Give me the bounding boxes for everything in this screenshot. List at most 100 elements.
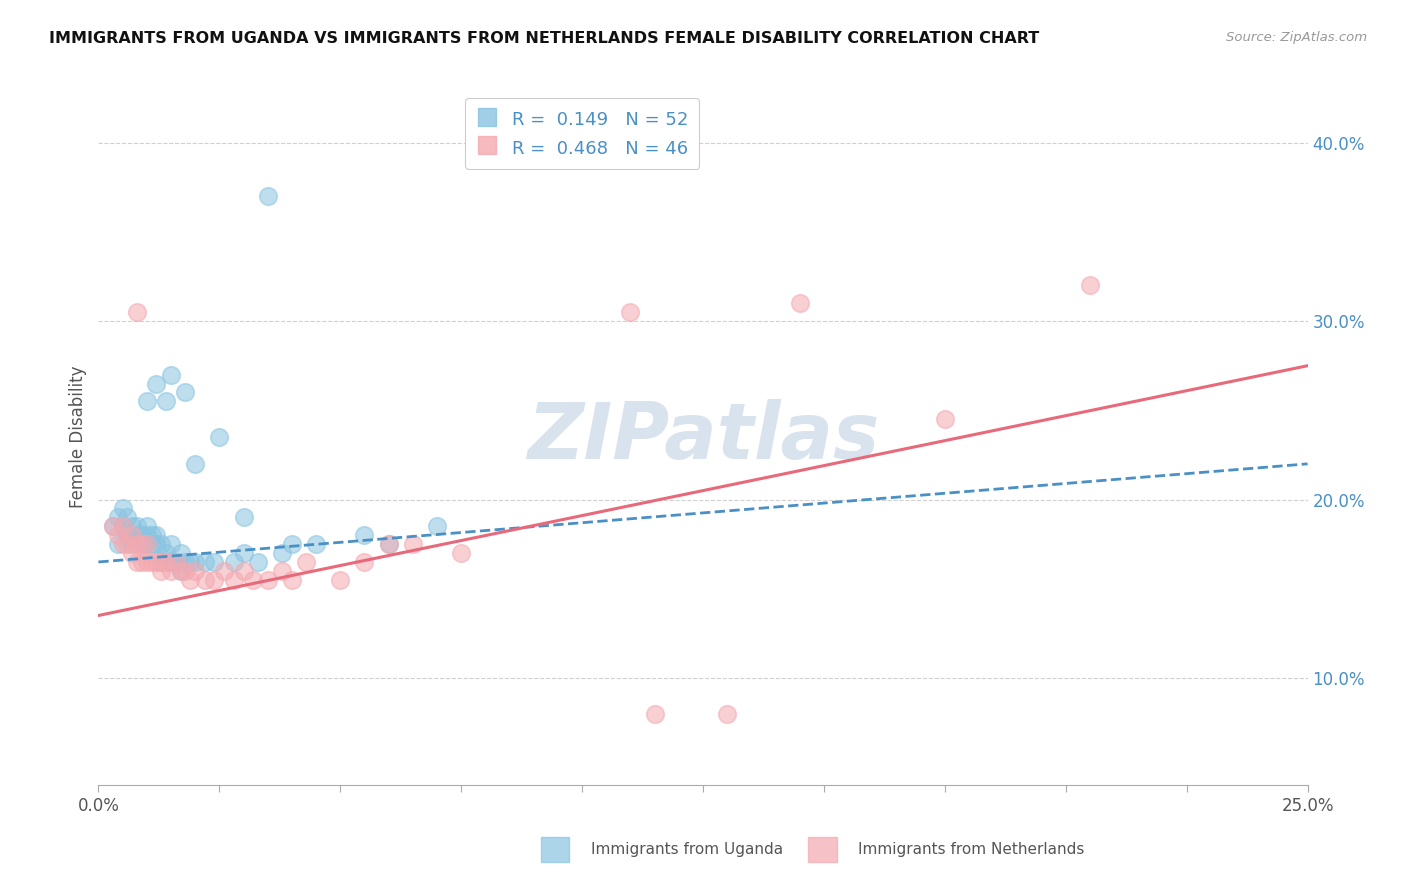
Point xyxy=(155,555,177,569)
Point xyxy=(145,537,167,551)
Point xyxy=(135,555,157,569)
Point xyxy=(165,555,187,569)
Point xyxy=(101,519,124,533)
Point xyxy=(179,573,201,587)
Point xyxy=(121,537,143,551)
Point xyxy=(127,537,149,551)
Point xyxy=(131,537,153,551)
Point xyxy=(117,528,139,542)
Point xyxy=(111,519,134,533)
Point xyxy=(150,537,173,551)
Text: Immigrants from Uganda: Immigrants from Uganda xyxy=(591,842,783,856)
Point xyxy=(135,519,157,533)
Point xyxy=(160,564,183,578)
Point xyxy=(402,537,425,551)
Point xyxy=(155,555,177,569)
Point xyxy=(111,501,134,516)
Point xyxy=(160,537,183,551)
Point xyxy=(107,537,129,551)
Point xyxy=(450,546,472,560)
Point xyxy=(295,555,318,569)
Point xyxy=(169,564,191,578)
Point xyxy=(256,573,278,587)
Point xyxy=(353,528,375,542)
Point xyxy=(141,537,163,551)
Point xyxy=(174,555,197,569)
Point xyxy=(121,519,143,533)
Point xyxy=(212,564,235,578)
Point xyxy=(194,573,217,587)
Point xyxy=(121,546,143,560)
Point xyxy=(111,519,134,533)
Point xyxy=(150,555,173,569)
Point xyxy=(160,555,183,569)
Point xyxy=(117,510,139,524)
Point xyxy=(121,528,143,542)
Text: ZIPatlas: ZIPatlas xyxy=(527,399,879,475)
Point xyxy=(169,564,191,578)
Point xyxy=(107,510,129,524)
Point xyxy=(353,555,375,569)
Point xyxy=(101,519,124,533)
Point xyxy=(184,457,207,471)
Point xyxy=(135,528,157,542)
Text: Immigrants from Netherlands: Immigrants from Netherlands xyxy=(858,842,1084,856)
Point xyxy=(256,189,278,203)
Point xyxy=(305,537,328,551)
Point xyxy=(232,546,254,560)
Point xyxy=(160,368,183,382)
Point xyxy=(165,555,187,569)
Point xyxy=(644,706,666,721)
Point xyxy=(426,519,449,533)
Point xyxy=(131,528,153,542)
Text: Source: ZipAtlas.com: Source: ZipAtlas.com xyxy=(1226,31,1367,45)
Point xyxy=(232,510,254,524)
Point xyxy=(141,555,163,569)
Point xyxy=(377,537,399,551)
Point xyxy=(145,555,167,569)
Point xyxy=(281,573,304,587)
Point xyxy=(247,555,270,569)
Point xyxy=(174,564,197,578)
Point xyxy=(127,555,149,569)
Point xyxy=(111,537,134,551)
Point xyxy=(155,394,177,409)
Point xyxy=(127,305,149,319)
Point xyxy=(204,555,226,569)
Point xyxy=(789,296,811,310)
Point xyxy=(184,564,207,578)
Point xyxy=(150,555,173,569)
Point xyxy=(135,394,157,409)
Point xyxy=(194,555,217,569)
Point xyxy=(135,537,157,551)
Point xyxy=(131,537,153,551)
Point xyxy=(222,555,245,569)
Y-axis label: Female Disability: Female Disability xyxy=(69,366,87,508)
Point xyxy=(107,528,129,542)
Point xyxy=(377,537,399,551)
Legend: R =  0.149   N = 52, R =  0.468   N = 46: R = 0.149 N = 52, R = 0.468 N = 46 xyxy=(465,98,699,169)
Point xyxy=(271,546,294,560)
Point xyxy=(1078,278,1101,293)
Point xyxy=(934,412,956,426)
Point xyxy=(281,537,304,551)
Point xyxy=(127,528,149,542)
Point xyxy=(131,555,153,569)
Point xyxy=(204,573,226,587)
Point xyxy=(127,519,149,533)
Point xyxy=(169,546,191,560)
Point xyxy=(135,537,157,551)
Point xyxy=(145,376,167,391)
Point xyxy=(184,555,207,569)
Point xyxy=(208,430,231,444)
Point xyxy=(232,564,254,578)
Point xyxy=(619,305,641,319)
Point xyxy=(155,546,177,560)
Point xyxy=(179,555,201,569)
Point xyxy=(242,573,264,587)
Point xyxy=(141,528,163,542)
Point xyxy=(222,573,245,587)
Point xyxy=(716,706,738,721)
Point xyxy=(117,537,139,551)
Text: IMMIGRANTS FROM UGANDA VS IMMIGRANTS FROM NETHERLANDS FEMALE DISABILITY CORRELAT: IMMIGRANTS FROM UGANDA VS IMMIGRANTS FRO… xyxy=(49,31,1039,46)
